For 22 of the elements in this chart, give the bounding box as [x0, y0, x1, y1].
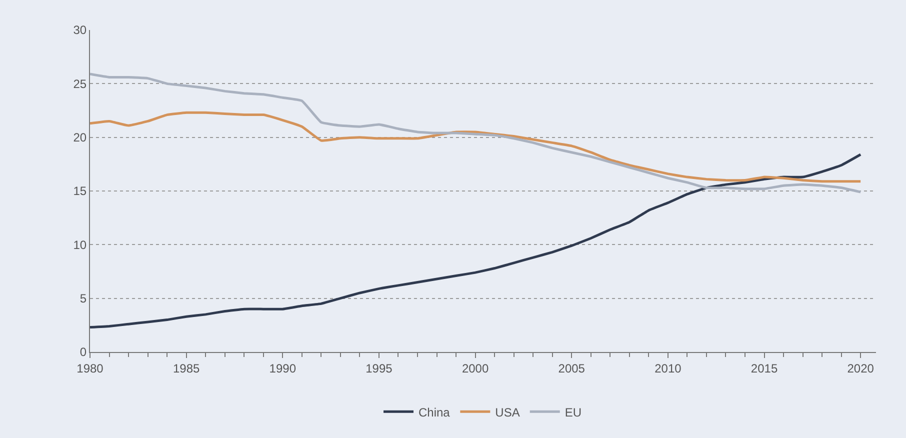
y-tick-label: 20: [73, 130, 87, 145]
line-series: [90, 153, 862, 329]
y-tick-label: 30: [73, 23, 87, 38]
x-tick-label: 1990: [269, 361, 296, 376]
x-tick-label: 2000: [462, 361, 489, 376]
y-tick-label: 0: [80, 345, 87, 360]
line-series: [90, 72, 862, 194]
legend-label: USA: [495, 405, 520, 420]
x-tick-label: 1980: [76, 361, 104, 376]
x-tick-label: 2005: [558, 361, 586, 376]
y-tick-label: 10: [73, 238, 87, 252]
x-tick-label: 2020: [847, 361, 874, 376]
x-tick-label: 2010: [654, 361, 682, 376]
legend-label: EU: [564, 405, 582, 420]
x-tick-label: 1995: [366, 361, 393, 376]
y-tick-label: 25: [73, 76, 87, 91]
y-tick-label: 5: [80, 292, 87, 306]
legend-label: China: [418, 405, 450, 420]
x-tick-label: 1985: [172, 361, 200, 376]
line-series: [90, 111, 862, 183]
x-tick-label: 2015: [750, 361, 778, 376]
y-tick-label: 15: [73, 184, 87, 198]
